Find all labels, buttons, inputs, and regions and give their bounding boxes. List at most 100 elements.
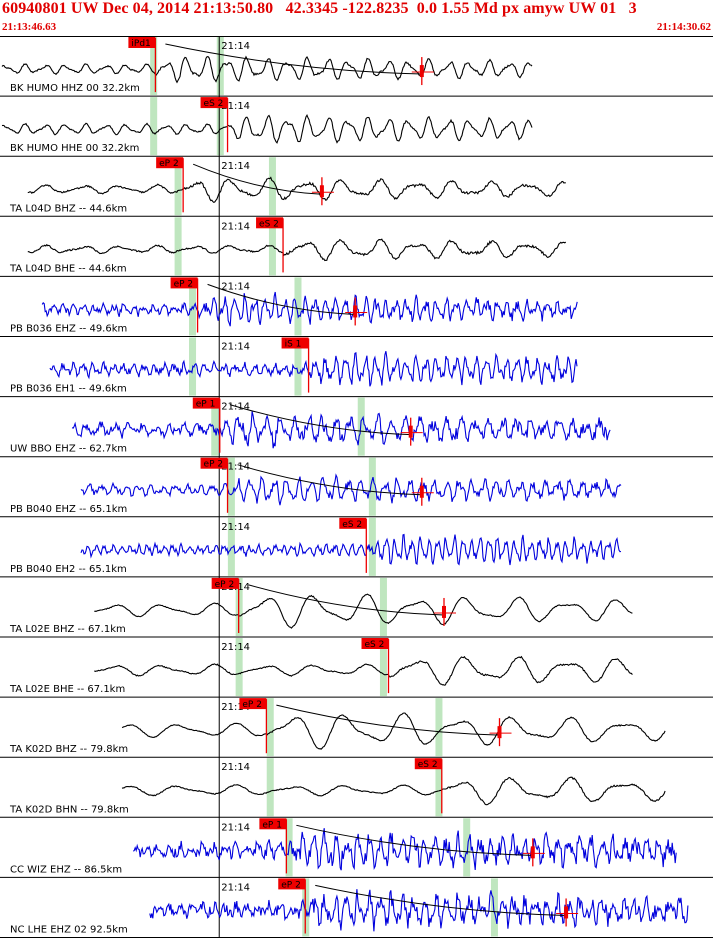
minute-label: 21:14	[221, 281, 250, 292]
pick-window-start	[174, 217, 182, 276]
pick-label: eS 2	[259, 219, 279, 229]
channel-label: PB B036 EHZ -- 49.6km	[10, 324, 127, 335]
trace-panel: 21:14 iPd1 BK HUMO HHZ 00 32.2km	[0, 36, 713, 97]
pick-box	[192, 397, 220, 409]
pick-label: eS 2	[342, 520, 362, 530]
pick-box	[156, 157, 184, 169]
waveform	[94, 593, 633, 629]
pick-window-end	[216, 97, 224, 156]
pick-box	[211, 577, 239, 589]
pick-box	[259, 818, 287, 830]
pick-box	[281, 337, 309, 349]
pick-box	[414, 758, 442, 770]
minute-label: 21:14	[221, 101, 250, 112]
minute-label: 21:14	[221, 762, 250, 773]
minute-label: 21:14	[221, 402, 250, 413]
pick-window-end	[435, 758, 443, 817]
channel-label: TA L04D BHE -- 44.6km	[9, 263, 127, 274]
coda-curve	[237, 464, 422, 496]
pick-window-start	[150, 37, 158, 96]
pick-window-start	[266, 698, 274, 757]
trace-panel: 21:14 eS 2 TA L02E BHE -- 67.1km	[0, 637, 713, 698]
trace-panel: 21:14 eP 2 NC LHE EHZ 02 92.5km	[0, 877, 713, 938]
pick-label: eP 2	[215, 580, 235, 590]
channel-label: PB B040 EH2 -- 65.1km	[10, 564, 127, 575]
waveform	[1, 113, 533, 144]
channel-label: NC LHE EHZ 02 92.5km	[10, 925, 128, 936]
pick-box	[200, 457, 228, 469]
start-time: 21:13:46.63	[2, 21, 57, 33]
pick-window-end	[435, 698, 443, 757]
coda-curve	[192, 163, 322, 195]
trace-panel: 21:14 eP 1 UW BBO EHZ -- 62.7km	[0, 396, 713, 458]
pick-label: eS 2	[418, 760, 438, 770]
waveform	[41, 291, 578, 327]
channel-label: TA L02E BHE -- 67.1km	[9, 684, 125, 695]
waveform	[149, 889, 689, 932]
pick-window-start	[211, 397, 219, 456]
pick-window-end	[379, 577, 387, 636]
waveform	[1, 55, 533, 84]
waveform	[71, 411, 611, 449]
pick-label: eP 1	[196, 400, 216, 410]
pick-window-end	[379, 638, 387, 697]
minute-label: 21:14	[221, 161, 250, 172]
pick-box	[361, 638, 389, 649]
pick-window-start	[150, 97, 158, 156]
channel-label: UW BBO EHZ -- 62.7km	[10, 444, 127, 455]
coda-curve	[315, 884, 567, 916]
coda-marker-box	[442, 605, 446, 618]
coda-marker-box	[419, 485, 424, 498]
pick-window-start	[235, 638, 243, 697]
minute-label: 21:14	[221, 822, 250, 833]
waveform	[121, 712, 666, 750]
pick-window-end	[268, 157, 276, 216]
coda-marker-box	[419, 65, 424, 78]
pick-label: iPd1	[131, 39, 150, 49]
waveform	[27, 238, 567, 262]
trace-panel: 21:14 eP 2 PB B036 EHZ -- 49.6km	[0, 276, 713, 337]
channel-label: PB B040 EHZ -- 65.1km	[10, 504, 127, 515]
coda-curve	[207, 283, 356, 315]
coda-curve	[229, 404, 411, 436]
pick-window-end	[294, 337, 302, 396]
pick-label: eP 1	[262, 820, 282, 830]
waveform	[80, 533, 622, 566]
pick-window-end	[463, 818, 471, 877]
trace-panel: 21:14 eP 2 TA L04D BHZ -- 44.6km	[0, 156, 713, 217]
channel-label: TA K02D BHZ -- 79.8km	[9, 744, 128, 755]
channel-label: TA L04D BHZ -- 44.6km	[9, 203, 127, 214]
pick-window-start	[174, 157, 182, 216]
pick-label: eP 2	[159, 159, 179, 169]
pick-box	[256, 217, 284, 229]
coda-curve	[276, 704, 500, 736]
trace-panel: 21:14 eS 2 TA L04D BHE -- 44.6km	[0, 216, 713, 277]
channel-label: BK HUMO HHE 00 32.2km	[10, 143, 139, 154]
pick-box	[170, 277, 198, 289]
event-title: 60940801 UW Dec 04, 2014 21:13:50.80 42.…	[2, 0, 637, 17]
minute-label: 21:14	[221, 522, 250, 533]
pick-window-end	[368, 457, 376, 516]
channel-label: TA K02D BHN -- 79.8km	[9, 804, 129, 815]
minute-label: 21:14	[221, 642, 250, 653]
trace-panel: 21:14 iS 1 PB B036 EH1 -- 49.6km	[0, 336, 713, 398]
coda-marker-box	[497, 726, 502, 739]
coda-curve	[248, 584, 445, 616]
minute-label: 21:14	[221, 342, 250, 353]
waveform	[132, 828, 677, 871]
trace-panel: 21:14 eS 2 PB B040 EH2 -- 65.1km	[0, 516, 713, 578]
pick-window-end	[357, 397, 365, 456]
pick-label: iS 1	[285, 340, 302, 350]
coda-marker-box	[408, 425, 413, 438]
minute-label: 21:14	[221, 41, 250, 52]
minute-label: 21:14	[221, 462, 250, 473]
pick-box	[339, 517, 367, 529]
pick-window-end	[294, 277, 302, 336]
pick-box	[278, 878, 306, 890]
pick-label: eP 2	[204, 460, 224, 470]
channel-label: TA L02E BHZ -- 67.1km	[9, 624, 126, 635]
minute-label: 21:14	[221, 702, 250, 713]
